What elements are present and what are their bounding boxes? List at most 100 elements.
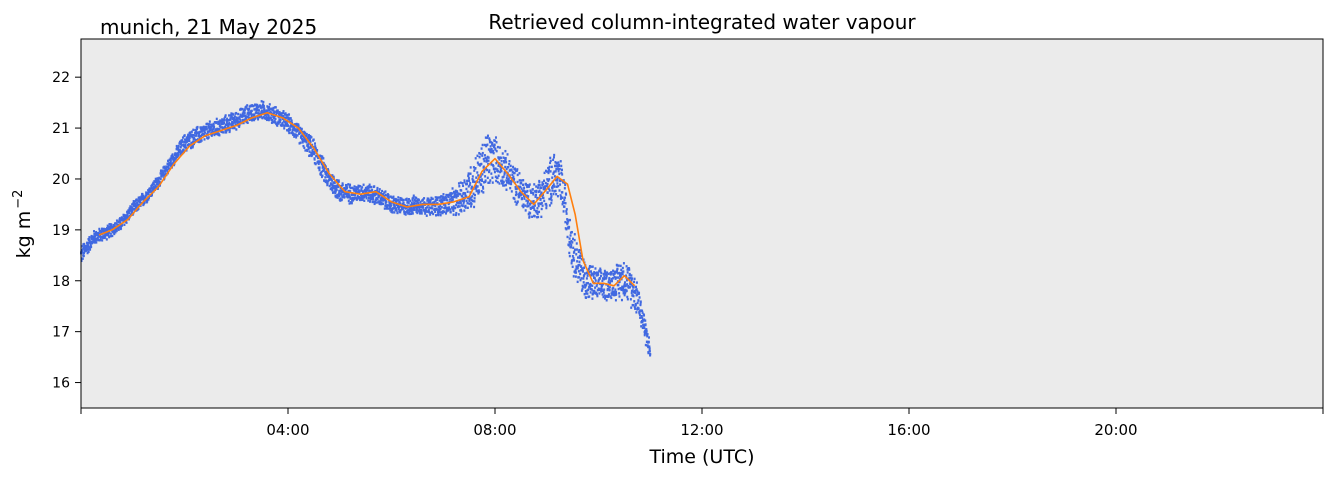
y-axis-label-exponent: −2 xyxy=(11,190,26,209)
scatter-point-2485 xyxy=(522,179,525,182)
scatter-point-2208 xyxy=(472,166,475,169)
scatter-point-2560 xyxy=(535,189,538,193)
scatter-point-2294 xyxy=(488,137,491,140)
scatter-point-1797 xyxy=(399,209,402,212)
scatter-point-1208 xyxy=(294,134,297,137)
scatter-point-1459 xyxy=(339,187,342,190)
y-tick-label-6: 22 xyxy=(52,70,70,86)
scatter-point-3080 xyxy=(628,267,631,270)
scatter-point-484 xyxy=(166,165,169,168)
scatter-point-1836 xyxy=(406,204,409,207)
scatter-point-3119 xyxy=(635,285,638,289)
scatter-point-2436 xyxy=(513,197,516,200)
scatter-point-3134 xyxy=(637,307,640,310)
y-tick-label-2: 18 xyxy=(52,274,70,290)
scatter-point-3055 xyxy=(623,293,626,297)
scatter-point-2503 xyxy=(525,199,528,202)
scatter-point-263 xyxy=(126,216,129,219)
scatter-point-2544 xyxy=(532,200,535,203)
scatter-point-1533 xyxy=(352,187,355,191)
scatter-point-2944 xyxy=(603,269,606,273)
scatter-point-2184 xyxy=(468,199,471,202)
scatter-point-2442 xyxy=(514,185,517,189)
scatter-point-2775 xyxy=(573,233,576,236)
scatter-point-977 xyxy=(253,108,256,111)
scatter-point-2251 xyxy=(480,147,483,150)
scatter-point-985 xyxy=(255,111,258,115)
scatter-point-1872 xyxy=(413,201,416,204)
scatter-point-3157 xyxy=(641,326,644,330)
scatter-point-2169 xyxy=(465,182,468,185)
scatter-point-1591 xyxy=(363,195,366,199)
scatter-point-1352 xyxy=(320,170,323,174)
scatter-point-155 xyxy=(107,234,110,237)
scatter-point-497 xyxy=(168,158,171,162)
scatter-point-2864 xyxy=(589,291,592,294)
scatter-point-2539 xyxy=(531,188,534,191)
scatter-point-1944 xyxy=(425,210,428,213)
scatter-point-2507 xyxy=(526,185,529,189)
scatter-point-2179 xyxy=(467,185,470,188)
scatter-point-1128 xyxy=(280,112,283,115)
scatter-point-1069 xyxy=(270,111,273,115)
scatter-point-1457 xyxy=(339,199,342,202)
scatter-point-1617 xyxy=(367,185,370,188)
scatter-point-3187 xyxy=(647,345,650,349)
scatter-point-1197 xyxy=(293,125,296,128)
scatter-point-79 xyxy=(94,234,97,238)
scatter-point-1417 xyxy=(332,186,335,190)
scatter-point-2147 xyxy=(462,184,465,188)
scatter-point-1435 xyxy=(335,186,338,190)
scatter-point-1945 xyxy=(426,206,429,209)
scatter-point-2660 xyxy=(553,170,556,173)
scatter-point-33 xyxy=(85,246,88,250)
scatter-point-1743 xyxy=(390,204,393,207)
scatter-point-2681 xyxy=(557,167,560,171)
scatter-point-1854 xyxy=(409,208,412,211)
scatter-point-2480 xyxy=(521,193,524,196)
scatter-point-1133 xyxy=(281,122,284,125)
scatter-point-1577 xyxy=(360,189,363,192)
scatter-point-741 xyxy=(211,130,214,134)
scatter-point-2316 xyxy=(492,149,495,153)
scatter-point-2384 xyxy=(504,165,507,169)
scatter-point-961 xyxy=(251,119,254,122)
scatter-point-2721 xyxy=(564,183,567,187)
scatter-point-137 xyxy=(104,235,107,238)
scatter-point-302 xyxy=(133,200,136,203)
scatter-point-2596 xyxy=(541,193,544,197)
scatter-point-2128 xyxy=(458,205,461,208)
scatter-point-2153 xyxy=(463,199,466,202)
scatter-point-2632 xyxy=(548,197,551,201)
scatter-point-1713 xyxy=(384,193,387,197)
scatter-point-895 xyxy=(239,121,242,124)
y-tick-label-0: 16 xyxy=(52,376,70,392)
scatter-point-2589 xyxy=(540,207,543,211)
scatter-point-1542 xyxy=(354,188,357,191)
scatter-point-2473 xyxy=(520,192,523,195)
scatter-point-584 xyxy=(183,138,186,141)
scatter-point-2314 xyxy=(491,181,494,184)
scatter-point-1397 xyxy=(328,184,331,188)
line-series xyxy=(98,112,636,287)
scatter-point-562 xyxy=(180,141,183,144)
scatter-point-1731 xyxy=(388,207,391,210)
scatter-point-2522 xyxy=(528,183,531,186)
scatter-point-622 xyxy=(190,133,193,136)
scatter-point-219 xyxy=(118,217,121,220)
scatter-point-1408 xyxy=(330,186,333,189)
scatter-point-2857 xyxy=(588,270,591,274)
y-axis-label-base: kg m xyxy=(13,211,35,259)
scatter-point-825 xyxy=(226,122,229,126)
scatter-point-2694 xyxy=(559,179,562,182)
scatter-point-2649 xyxy=(551,189,554,192)
scatter-point-655 xyxy=(196,125,199,129)
scatter-point-2285 xyxy=(486,155,489,159)
scatter-point-2620 xyxy=(546,178,549,181)
scatter-point-1012 xyxy=(260,115,263,118)
scatter-point-1586 xyxy=(362,191,365,194)
scatter-point-2675 xyxy=(556,162,559,165)
scatter-point-2256 xyxy=(481,173,484,176)
scatter-point-690 xyxy=(202,125,205,129)
scatter-point-763 xyxy=(215,117,218,121)
